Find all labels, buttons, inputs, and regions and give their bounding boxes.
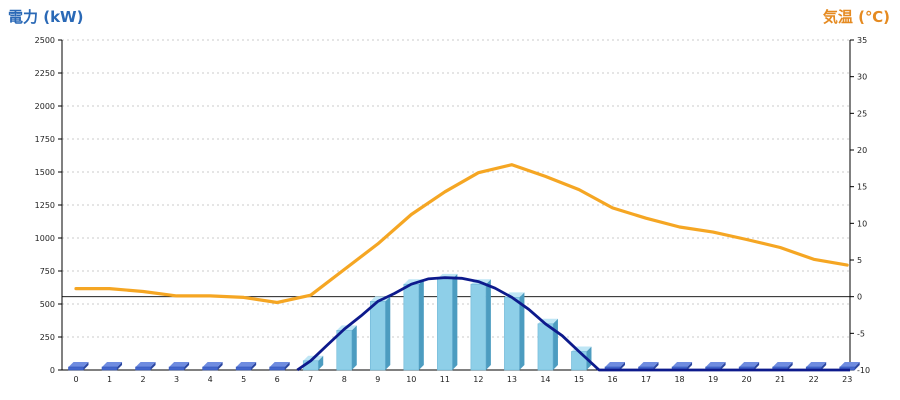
- x-tick-label: 23: [842, 375, 852, 384]
- x-tick-label: 11: [440, 375, 450, 384]
- temperature-line: [74, 163, 849, 305]
- bar: [403, 279, 424, 371]
- right-tick-label: -5: [857, 329, 865, 338]
- x-tick-label: 19: [708, 375, 718, 384]
- left-tick-label: 2250: [35, 69, 55, 78]
- bar: [269, 362, 290, 371]
- x-tick-label: 18: [674, 375, 684, 384]
- x-tick-label: 9: [375, 375, 380, 384]
- x-tick-label: 15: [574, 375, 584, 384]
- x-tick-label: 7: [308, 375, 313, 384]
- right-tick-label: 25: [857, 109, 867, 118]
- bar: [470, 279, 491, 371]
- bar: [671, 362, 693, 371]
- left-tick-label: 1000: [35, 234, 55, 243]
- bar: [68, 362, 89, 371]
- x-tick-label: 5: [241, 375, 246, 384]
- left-tick-label: 750: [40, 267, 55, 276]
- left-tick-label: 500: [40, 300, 55, 309]
- bar: [369, 296, 391, 371]
- x-tick-label: 16: [607, 375, 617, 384]
- bar: [772, 362, 793, 371]
- bar: [571, 346, 592, 371]
- bar: [839, 362, 860, 371]
- x-tick-label: 3: [174, 375, 179, 384]
- bar: [168, 362, 190, 371]
- left-tick-label: 1500: [35, 168, 55, 177]
- left-tick-label: 250: [40, 333, 55, 342]
- bar: [101, 362, 123, 371]
- x-tick-label: 6: [275, 375, 280, 384]
- x-tick-label: 13: [507, 375, 517, 384]
- power-curve-line: [296, 276, 850, 372]
- right-tick-label: 10: [857, 219, 867, 228]
- left-tick-label: 0: [50, 366, 55, 375]
- x-tick-label: 8: [342, 375, 347, 384]
- x-tick-label: 17: [641, 375, 651, 384]
- left-tick-label: 1750: [35, 135, 55, 144]
- right-tick-label: -10: [857, 366, 870, 375]
- left-tick-label: 2000: [35, 102, 55, 111]
- left-tick-label: 2500: [35, 36, 55, 45]
- right-tick-label: 0: [857, 293, 862, 302]
- bar: [805, 362, 827, 371]
- x-tick-label: 21: [775, 375, 785, 384]
- x-tick-label: 10: [406, 375, 416, 384]
- right-tick-label: 5: [857, 256, 862, 265]
- x-tick-label: 4: [208, 375, 213, 384]
- x-tick-label: 12: [473, 375, 483, 384]
- x-tick-label: 0: [73, 375, 78, 384]
- x-tick-label: 20: [742, 375, 752, 384]
- right-tick-label: 15: [857, 183, 867, 192]
- right-tick-label: 35: [857, 36, 867, 45]
- x-tick-label: 1: [107, 375, 112, 384]
- left-tick-label: 1250: [35, 201, 55, 210]
- x-tick-label: 22: [809, 375, 819, 384]
- bar: [202, 362, 223, 371]
- right-axis-title: 気温 (℃): [822, 8, 890, 26]
- right-tick-label: 30: [857, 73, 867, 82]
- bar: [437, 273, 458, 371]
- x-tick-label: 14: [540, 375, 550, 384]
- bar: [135, 362, 156, 371]
- bar: [235, 362, 257, 371]
- x-tick-label: 2: [141, 375, 146, 384]
- right-tick-label: 20: [857, 146, 867, 155]
- left-axis-title: 電力 (kW): [8, 8, 84, 26]
- bar: [604, 362, 626, 371]
